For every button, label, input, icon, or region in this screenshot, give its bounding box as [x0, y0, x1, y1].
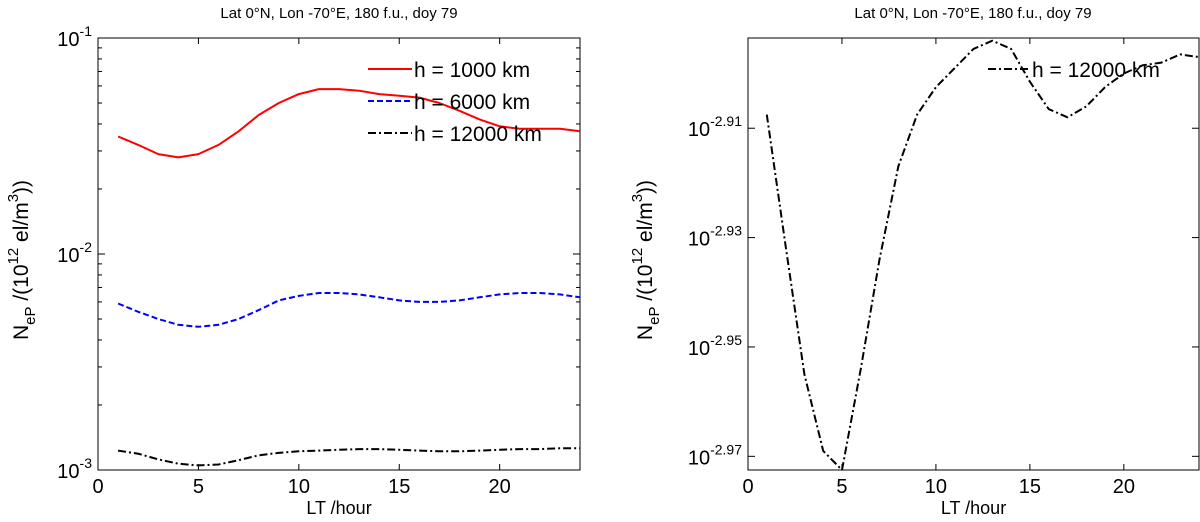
x-tick-label: 5 [193, 476, 204, 498]
chart-title: Lat 0°N, Lon -70°E, 180 f.u., doy 79 [220, 5, 457, 22]
x-axis-label: LT /hour [306, 498, 371, 518]
left-chart-panel: Lat 0°N, Lon -70°E, 180 f.u., doy 79 0 5 10… [5, 5, 581, 518]
legend: h = 12000 km [988, 59, 1160, 82]
y-tick-label: 10-1 [57, 23, 92, 51]
y-tick-label: 10-2.91 [688, 113, 742, 141]
y-tick-label: 10-2 [57, 239, 92, 267]
y-tick-label: 10-2.95 [688, 332, 742, 360]
x-tick-label: 15 [1019, 476, 1041, 498]
series-line-3 [117, 447, 580, 467]
series-group [765, 39, 1199, 470]
x-tick-label: 20 [1113, 476, 1135, 498]
right-chart-panel: Lat 0°N, Lon -70°E, 180 f.u., doy 79 0 5 10… [629, 5, 1200, 518]
x-tick-label: 5 [836, 476, 847, 498]
y-tick-label: 10-2.97 [688, 441, 742, 469]
y-tick-label: 10-3 [57, 455, 92, 483]
x-tick-label: 10 [925, 476, 947, 498]
x-tick-label: 0 [92, 476, 103, 498]
legend-label: h = 1000 km [414, 59, 530, 82]
series-line-1 [117, 88, 580, 159]
x-tick-label: 10 [288, 476, 310, 498]
legend-label: h = 12000 km [414, 123, 542, 146]
x-tick-label: 15 [388, 476, 410, 498]
legend-label: h = 12000 km [1032, 59, 1160, 82]
series-line-1 [765, 39, 1199, 470]
plot-area [97, 37, 581, 471]
y-axis-label: NeP /(1012 el/m3)) [5, 180, 39, 340]
x-tick-label: 20 [489, 476, 511, 498]
x-axis-label: LT /hour [941, 498, 1006, 518]
plot-area [747, 37, 1200, 471]
chart-title: Lat 0°N, Lon -70°E, 180 f.u., doy 79 [854, 5, 1091, 22]
y-axis-label: NeP /(1012 el/m3)) [629, 180, 663, 340]
y-tick-label: 10-2.93 [688, 223, 742, 251]
x-tick-label: 0 [742, 476, 753, 498]
series-group [117, 88, 580, 467]
legend: h = 1000 km h = 6000 km h = 12000 km [368, 59, 542, 146]
legend-label: h = 6000 km [414, 91, 530, 114]
